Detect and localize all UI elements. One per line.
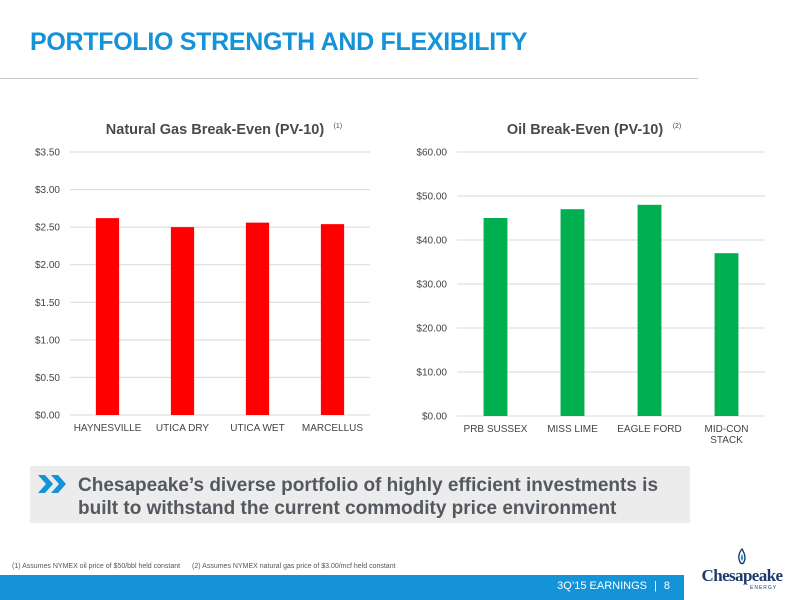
category-label: MID-CON <box>705 424 749 435</box>
footnote-1: (1) Assumes NYMEX oil price of $50/bbl h… <box>12 563 181 570</box>
bar <box>170 227 195 415</box>
footer-earnings-label: 3Q’15 EARNINGS <box>557 580 648 592</box>
logo-subtitle: ENERGY <box>750 585 778 591</box>
category-label: MARCELLUS <box>302 423 363 434</box>
category-label: EAGLE FORD <box>617 424 681 435</box>
chart-title: Oil Break-Even (PV-10) <box>507 122 664 138</box>
y-tick-label: $2.00 <box>35 260 60 271</box>
category-label: HAYNESVILLE <box>74 423 142 434</box>
bar <box>245 222 270 415</box>
double-chevron-right-icon <box>38 475 66 493</box>
natural-gas-chart-svg: Natural Gas Break-Even (PV-10) (1) $0.00 $0… <box>35 122 370 434</box>
category-label: MISS LIME <box>547 424 598 435</box>
bar <box>637 204 662 416</box>
bar <box>95 218 120 415</box>
y-tick-label: $1.00 <box>35 335 60 346</box>
bar <box>560 209 585 416</box>
y-tick-label: $0.50 <box>35 373 60 384</box>
category-label: STACK <box>710 435 743 446</box>
bar <box>483 218 508 416</box>
y-tick-label: $10.00 <box>416 368 447 379</box>
bar <box>320 224 345 415</box>
y-tick-label: $0.00 <box>422 412 447 423</box>
chart-title: Natural Gas Break-Even (PV-10) <box>106 122 325 138</box>
y-tick-label: $50.00 <box>416 192 447 203</box>
y-tick-label: $3.50 <box>35 148 60 159</box>
y-tick-label: $30.00 <box>416 280 447 291</box>
y-tick-label: $1.50 <box>35 298 60 309</box>
oil-chart-svg: Oil Break-Even (PV-10) (2) $0.00 $10.00 $20.… <box>416 122 765 446</box>
y-tick-label: $40.00 <box>416 236 447 247</box>
page-number: 8 <box>663 580 670 592</box>
y-tick-label: $60.00 <box>416 148 447 159</box>
footer-separator: | <box>654 580 657 592</box>
page-title: PORTFOLIO STRENGTH AND FLEXIBILITY <box>30 28 528 56</box>
category-label: UTICA WET <box>230 423 284 434</box>
footnote-2: (2) Assumes NYMEX natural gas price of $… <box>192 563 396 570</box>
title-divider <box>0 78 698 79</box>
logo-wordmark: Chesapeake <box>701 566 784 585</box>
natural-gas-chart: Natural Gas Break-Even (PV-10) (1) $0.00 $0… <box>10 112 380 452</box>
key-message-banner: Chesapeake’s diverse portfolio of highly… <box>30 466 690 523</box>
chart-title-note: (1) <box>334 123 343 130</box>
company-logo: Chesapeake ENERGY <box>690 548 794 596</box>
bar <box>714 253 739 416</box>
y-tick-label: $20.00 <box>416 324 447 335</box>
y-tick-label: $3.00 <box>35 185 60 196</box>
y-tick-label: $0.00 <box>35 411 60 422</box>
flame-icon <box>737 548 746 565</box>
chart-title-note: (2) <box>673 123 682 130</box>
key-message-text: Chesapeake’s diverse portfolio of highly… <box>78 475 659 519</box>
footer-label: 3Q’15 EARNINGS | 8 <box>557 580 670 592</box>
y-tick-label: $2.50 <box>35 223 60 234</box>
oil-chart: Oil Break-Even (PV-10) (2) $0.00 $10.00 $20.… <box>395 112 775 452</box>
footer-bar: 3Q’15 EARNINGS | 8 <box>0 575 684 600</box>
footnotes: (1) Assumes NYMEX oil price of $50/bbl h… <box>12 563 406 570</box>
category-label: PRB SUSSEX <box>464 424 528 435</box>
category-label: UTICA DRY <box>156 423 209 434</box>
